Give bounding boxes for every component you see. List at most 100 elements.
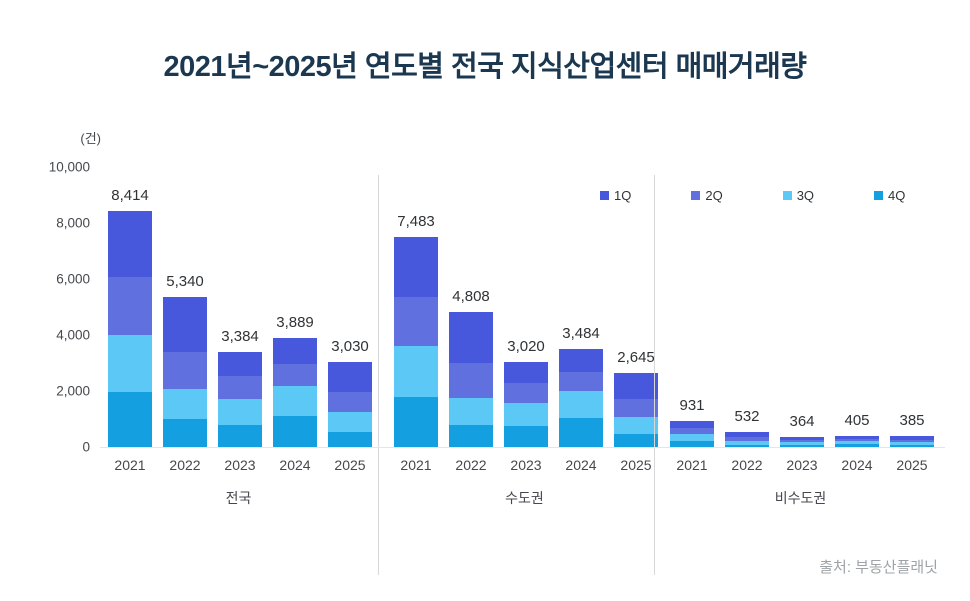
stacked-bar[interactable] [614, 372, 658, 447]
bar-segment-4q[interactable] [835, 444, 879, 447]
bar-segment-3q[interactable] [504, 403, 548, 427]
bar-segment-2q[interactable] [835, 438, 879, 442]
bar-slot[interactable]: 3,020 2023 [504, 167, 548, 473]
x-axis-tick-label: 2021 [400, 457, 432, 473]
legend-item-4q[interactable]: 4Q [874, 188, 905, 203]
bar-slot[interactable]: 931 2021 [670, 167, 714, 473]
bar-segment-2q[interactable] [670, 427, 714, 435]
bar-segment-3q[interactable] [670, 434, 714, 441]
bar-segment-4q[interactable] [163, 419, 207, 447]
bar-segment-1q[interactable] [559, 349, 603, 373]
bar-slot[interactable]: 385 2025 [890, 167, 934, 473]
bar-segment-2q[interactable] [449, 363, 493, 399]
bar-value-label: 3,020 [507, 338, 545, 356]
bar-segment-1q[interactable] [504, 362, 548, 384]
bar-slot[interactable]: 3,889 2024 [273, 167, 317, 473]
bar-segment-4q[interactable] [559, 418, 603, 447]
stacked-bar[interactable] [835, 435, 879, 447]
legend-item-3q[interactable]: 3Q [782, 188, 814, 203]
bar-segment-4q[interactable] [449, 425, 493, 447]
bar-slot[interactable]: 405 2024 [835, 167, 879, 473]
y-axis-tick-label: 6,000 [56, 271, 90, 287]
legend-item-1q[interactable]: 1Q [600, 188, 631, 203]
stacked-bar[interactable] [725, 432, 769, 447]
bar-segment-2q[interactable] [163, 352, 207, 390]
bar-segment-1q[interactable] [725, 432, 769, 438]
bar-segment-2q[interactable] [394, 297, 438, 347]
stacked-bar[interactable] [780, 436, 824, 447]
bar-segment-3q[interactable] [614, 416, 658, 434]
bar-segment-1q[interactable] [780, 436, 824, 440]
bar-segment-1q[interactable] [163, 297, 207, 353]
bar-segment-4q[interactable] [890, 444, 934, 447]
bar-segment-1q[interactable] [394, 237, 438, 298]
bar-slot[interactable]: 364 2023 [780, 167, 824, 473]
stacked-bar[interactable] [890, 436, 934, 447]
bar-slot[interactable]: 5,340 2022 [163, 167, 207, 473]
bar-segment-4q[interactable] [725, 444, 769, 447]
bar-segment-1q[interactable] [218, 352, 262, 377]
chart-title: 2021년~2025년 연도별 전국 지식산업센터 매매거래량 [163, 51, 807, 83]
bar-slot[interactable]: 3,030 2025 [328, 167, 372, 473]
bar-segment-4q[interactable] [218, 424, 262, 447]
bar-segment-1q[interactable] [449, 312, 493, 364]
bar-segment-4q[interactable] [670, 440, 714, 447]
bar-slot[interactable]: 3,384 2023 [218, 167, 262, 473]
stacked-bar[interactable] [670, 420, 714, 447]
bar-slot[interactable]: 4,808 2022 [449, 167, 493, 473]
bar-slot[interactable]: 2,645 2025 [614, 167, 658, 473]
bar-segment-1q[interactable] [835, 435, 879, 439]
bar-segment-4q[interactable] [273, 415, 317, 447]
bar-segment-2q[interactable] [108, 277, 152, 335]
bar-segment-2q[interactable] [890, 439, 934, 443]
legend-swatch-icon [874, 191, 884, 200]
bar-segment-4q[interactable] [504, 426, 548, 447]
bar-slot[interactable]: 7,483 2021 [394, 167, 438, 473]
bar-slot[interactable]: 8,414 2021 [108, 167, 152, 473]
stacked-bar[interactable] [108, 211, 152, 447]
bar-segment-2q[interactable] [504, 383, 548, 404]
bar-segment-3q[interactable] [559, 391, 603, 419]
bar-segment-1q[interactable] [273, 338, 317, 365]
stacked-bar[interactable] [504, 362, 548, 447]
bar-segment-1q[interactable] [614, 372, 658, 399]
bar-segment-3q[interactable] [328, 412, 372, 433]
bar-segment-4q[interactable] [780, 444, 824, 447]
stacked-bar[interactable] [559, 349, 603, 447]
bar-segment-3q[interactable] [890, 442, 934, 445]
bar-segment-4q[interactable] [614, 433, 658, 447]
bar-segment-2q[interactable] [218, 376, 262, 399]
bar-segment-1q[interactable] [328, 362, 372, 393]
bar-segment-3q[interactable] [218, 398, 262, 425]
stacked-bar[interactable] [328, 362, 372, 447]
bar-segment-1q[interactable] [670, 420, 714, 428]
bar-segment-3q[interactable] [725, 441, 769, 445]
stacked-bar[interactable] [394, 237, 438, 447]
bar-segment-3q[interactable] [163, 389, 207, 420]
stacked-bar[interactable] [163, 297, 207, 447]
x-axis-tick-label: 2025 [896, 457, 928, 473]
bar-segment-1q[interactable] [890, 436, 934, 440]
bar-segment-3q[interactable] [449, 398, 493, 426]
bar-segment-2q[interactable] [559, 372, 603, 392]
bar-segment-2q[interactable] [780, 439, 824, 443]
bar-segment-1q[interactable] [108, 211, 152, 278]
bar-segment-4q[interactable] [394, 397, 438, 447]
stacked-bar[interactable] [449, 312, 493, 447]
bar-segment-3q[interactable] [394, 346, 438, 398]
bar-segment-2q[interactable] [725, 437, 769, 442]
legend-item-2q[interactable]: 2Q [691, 188, 723, 203]
bar-segment-2q[interactable] [328, 392, 372, 413]
bar-segment-2q[interactable] [273, 364, 317, 386]
bar-segment-4q[interactable] [108, 392, 152, 447]
bar-segment-4q[interactable] [328, 432, 372, 447]
bar-slot[interactable]: 3,484 2024 [559, 167, 603, 473]
stacked-bar[interactable] [273, 338, 317, 447]
bar-segment-3q[interactable] [780, 442, 824, 445]
bar-slot[interactable]: 532 2022 [725, 167, 769, 473]
bar-segment-3q[interactable] [835, 441, 879, 445]
stacked-bar[interactable] [218, 352, 262, 447]
bar-segment-2q[interactable] [614, 398, 658, 417]
bar-segment-3q[interactable] [108, 335, 152, 392]
bar-segment-3q[interactable] [273, 386, 317, 416]
